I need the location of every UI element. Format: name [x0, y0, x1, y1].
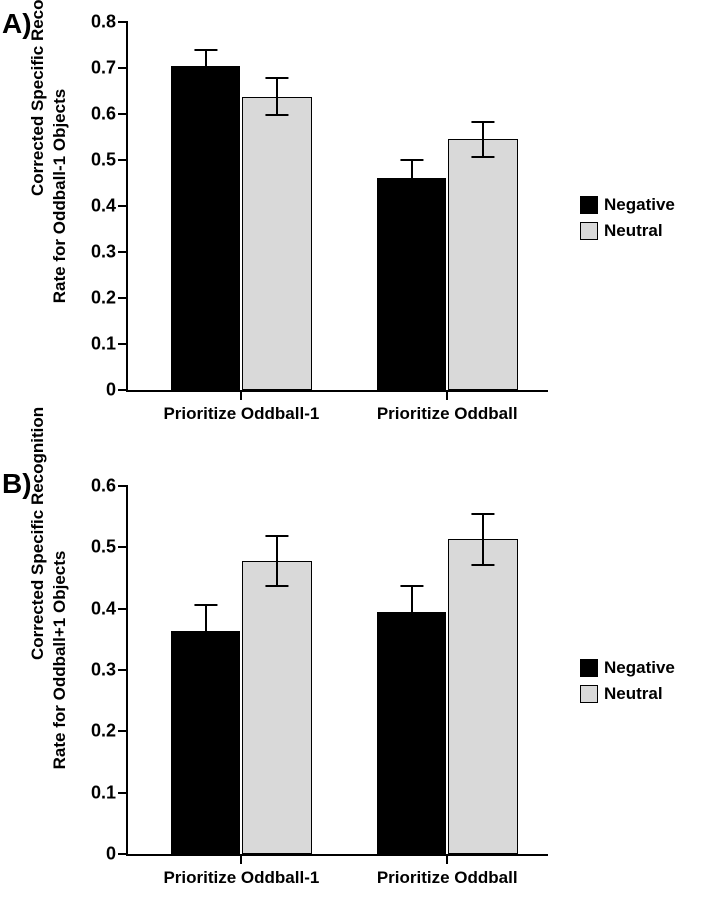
y-tick [118, 297, 128, 299]
legend-swatch [580, 222, 598, 240]
x-tick [446, 854, 448, 864]
y-tick-label: 0.2 [91, 288, 116, 309]
bar-negative [377, 178, 446, 390]
error-cap [400, 636, 423, 638]
legend-label: Neutral [604, 221, 663, 241]
error-cap [471, 513, 494, 515]
legend-swatch [580, 196, 598, 214]
y-tick [118, 608, 128, 610]
y-tick-label: 0.7 [91, 58, 116, 79]
y-tick-label: 0.1 [91, 782, 116, 803]
y-tick [118, 546, 128, 548]
x-tick-label: Prioritize Oddball [377, 404, 518, 424]
bar-neutral [448, 139, 517, 390]
legend-item: Neutral [580, 221, 675, 241]
error-bar [411, 160, 413, 197]
y-tick-label: 0 [106, 844, 116, 865]
y-tick [118, 21, 128, 23]
y-tick-label: 0.4 [91, 598, 116, 619]
y-tick-label: 0 [106, 380, 116, 401]
bar-neutral [448, 539, 517, 854]
y-tick-label: 0.6 [91, 104, 116, 125]
legend-label: Negative [604, 658, 675, 678]
y-tick [118, 343, 128, 345]
y-tick [118, 485, 128, 487]
error-cap [400, 159, 423, 161]
error-cap [400, 196, 423, 198]
legend-label: Negative [604, 195, 675, 215]
y-axis-label-line2: Rate for Oddball-1 Objects [50, 89, 70, 303]
y-tick-label: 0.2 [91, 721, 116, 742]
figure-root: A)00.10.20.30.40.50.60.70.8Prioritize Od… [0, 0, 728, 914]
x-tick-label: Prioritize Oddball-1 [163, 404, 319, 424]
error-bar [482, 514, 484, 564]
error-cap [194, 657, 217, 659]
bar-negative [171, 66, 240, 390]
bar-negative [377, 612, 446, 854]
y-tick [118, 669, 128, 671]
y-tick-label: 0.3 [91, 660, 116, 681]
error-cap [471, 121, 494, 123]
error-cap [266, 585, 289, 587]
x-tick [446, 390, 448, 400]
error-bar [205, 605, 207, 658]
legend-item: Neutral [580, 684, 675, 704]
legend-swatch [580, 685, 598, 703]
legend-swatch [580, 659, 598, 677]
y-tick [118, 792, 128, 794]
y-tick [118, 730, 128, 732]
y-tick-label: 0.4 [91, 196, 116, 217]
legend: Negative Neutral [580, 195, 675, 247]
error-cap [400, 585, 423, 587]
error-bar [276, 536, 278, 586]
plot-area-a: 00.10.20.30.40.50.60.70.8Prioritize Oddb… [126, 22, 548, 392]
plot-area-b: 00.10.20.30.40.50.6Prioritize Oddball-1P… [126, 486, 548, 856]
error-cap [194, 604, 217, 606]
x-tick [240, 390, 242, 400]
y-tick [118, 205, 128, 207]
x-tick [240, 854, 242, 864]
error-cap [471, 156, 494, 158]
error-bar [482, 122, 484, 157]
legend-item: Negative [580, 195, 675, 215]
legend-item: Negative [580, 658, 675, 678]
error-bar [411, 586, 413, 638]
error-cap [266, 535, 289, 537]
y-tick-label: 0.5 [91, 537, 116, 558]
y-tick-label: 0.3 [91, 242, 116, 263]
error-cap [194, 49, 217, 51]
error-cap [471, 564, 494, 566]
y-tick [118, 853, 128, 855]
y-tick-label: 0.8 [91, 12, 116, 33]
legend-label: Neutral [604, 684, 663, 704]
legend: Negative Neutral [580, 658, 675, 710]
y-axis-label-line2: Rate for Oddball+1 Objects [50, 551, 70, 770]
bar-neutral [242, 97, 311, 390]
y-tick [118, 159, 128, 161]
y-tick [118, 67, 128, 69]
error-bar [276, 78, 278, 115]
x-tick-label: Prioritize Oddball-1 [163, 868, 319, 888]
y-tick [118, 251, 128, 253]
y-tick [118, 389, 128, 391]
x-tick-label: Prioritize Oddball [377, 868, 518, 888]
y-tick-label: 0.5 [91, 150, 116, 171]
error-cap [194, 81, 217, 83]
y-tick-label: 0.1 [91, 334, 116, 355]
bar-negative [171, 631, 240, 854]
y-tick-label: 0.6 [91, 476, 116, 497]
error-cap [266, 77, 289, 79]
error-cap [266, 114, 289, 116]
y-tick [118, 113, 128, 115]
bar-neutral [242, 561, 311, 854]
error-bar [205, 50, 207, 82]
